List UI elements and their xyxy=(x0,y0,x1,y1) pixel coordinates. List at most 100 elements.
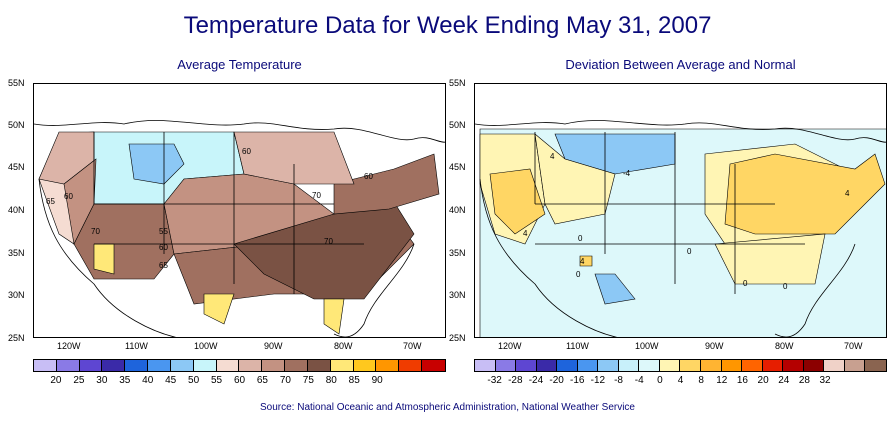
left-legend-tick: 70 xyxy=(279,375,291,386)
right-legend-swatch xyxy=(783,360,804,371)
region-florida-warm xyxy=(323,298,345,335)
contour-label: 0 xyxy=(783,282,788,291)
left-lon-label: 120W xyxy=(57,341,81,351)
left-lon-label: 110W xyxy=(125,341,148,351)
left-map-panel: 60 65 60 70 70 55 60 65 60 70 xyxy=(33,83,446,338)
left-legend-tick: 30 xyxy=(96,375,108,386)
right-legend-tick: 8 xyxy=(698,375,704,386)
left-legend-swatch xyxy=(307,360,331,371)
contour-label: 4 xyxy=(523,229,528,238)
left-legend-tick: 60 xyxy=(233,375,246,386)
right-legend-swatch xyxy=(721,360,743,371)
left-lat-label: 40N xyxy=(8,205,25,215)
left-lat-label: 55N xyxy=(8,78,25,88)
right-lat-label: 25N xyxy=(449,333,466,343)
right-lat-label: 35N xyxy=(449,248,466,258)
contour-label: 65 xyxy=(159,261,168,270)
coastline-path xyxy=(479,178,618,337)
border-path xyxy=(534,132,805,294)
contour-label: 4 xyxy=(550,152,555,161)
right-legend-swatch xyxy=(762,360,784,371)
left-legend-swatch xyxy=(399,360,423,371)
contour-label: 4 xyxy=(845,189,850,198)
coastline-path xyxy=(774,243,856,337)
right-lon-label: 100W xyxy=(635,341,659,351)
right-legend-tick: 20 xyxy=(757,375,769,386)
right-legend-tick: -8 xyxy=(614,375,623,386)
right-lon-label: 110W xyxy=(566,341,589,351)
left-legend-tick: 40 xyxy=(142,375,154,386)
right-legend-tick: -20 xyxy=(549,375,564,386)
left-lat-label: 45N xyxy=(8,162,25,172)
left-legend-swatch xyxy=(330,360,354,371)
right-legend-tick: 0 xyxy=(657,375,663,386)
right-legend-tick: -24 xyxy=(528,375,544,386)
left-legend-swatch xyxy=(170,360,194,371)
left-lon-label: 90W xyxy=(264,341,283,351)
right-lon-label: 80W xyxy=(775,341,794,351)
region-north-cool xyxy=(554,133,676,175)
left-color-legend xyxy=(33,359,446,372)
page-title: Temperature Data for Week Ending May 31,… xyxy=(183,12,712,39)
right-lat-label: 30N xyxy=(449,290,466,300)
left-legend-swatch xyxy=(353,360,377,371)
contour-label: 4 xyxy=(580,257,585,266)
contour-label: 0 xyxy=(743,279,748,288)
left-legend-swatch xyxy=(34,360,57,371)
right-legend-tick: 32 xyxy=(819,375,831,386)
right-lon-label: 70W xyxy=(844,341,863,351)
right-legend-swatch xyxy=(659,360,681,371)
right-legend-swatch xyxy=(577,360,599,371)
right-lat-label: 55N xyxy=(449,78,466,88)
region-arizona-warm xyxy=(93,243,115,275)
coastline-path xyxy=(38,178,177,337)
left-legend-tick: 25 xyxy=(73,375,85,386)
right-color-legend xyxy=(474,359,887,372)
left-legend-tick: 75 xyxy=(302,375,314,386)
right-legend-swatch xyxy=(803,360,825,371)
right-legend-swatch xyxy=(680,360,702,371)
right-legend-tick: 28 xyxy=(798,375,810,386)
left-legend-tick: 35 xyxy=(119,375,131,386)
region-hot-spot xyxy=(579,255,593,267)
right-legend-swatch xyxy=(495,360,517,371)
left-legend-swatch xyxy=(193,360,217,371)
left-lat-label: 25N xyxy=(8,333,25,343)
right-legend-swatch xyxy=(742,360,763,371)
source-credit: Source: National Oceanic and Atmospheric… xyxy=(259,402,635,413)
left-map-subtitle: Average Temperature xyxy=(177,57,302,72)
contour-label: 70 xyxy=(312,191,321,200)
left-legend-tick: 65 xyxy=(256,375,268,386)
right-legend-swatch xyxy=(824,360,845,371)
left-lon-label: 70W xyxy=(403,341,422,351)
left-legend-swatch xyxy=(216,360,240,371)
temperature-deviation-map: 4 -4 0 4 0 4 0 0 0 4 xyxy=(475,120,886,337)
region-southwest-cool xyxy=(594,273,636,305)
left-legend-tick: 20 xyxy=(50,375,62,386)
left-legend-swatch xyxy=(148,360,171,371)
left-legend-tick: 50 xyxy=(188,375,200,386)
right-legend-tick: -16 xyxy=(570,375,585,386)
right-lat-label: 45N xyxy=(449,162,466,172)
right-legend-tick: 12 xyxy=(716,375,728,386)
border-path xyxy=(93,132,364,294)
left-legend-tick: 90 xyxy=(371,375,383,386)
right-legend-swatch xyxy=(475,360,496,371)
right-legend-tick: 24 xyxy=(778,375,790,386)
contour-label: 60 xyxy=(242,147,251,156)
right-legend-swatch xyxy=(536,360,558,371)
left-legend-tick: 80 xyxy=(325,375,337,386)
right-legend-swatch xyxy=(618,360,640,371)
right-map-panel: 4 -4 0 4 0 4 0 0 0 4 xyxy=(474,83,887,338)
average-temperature-map: 60 65 60 70 70 55 60 65 60 70 xyxy=(34,120,445,337)
coastline-path xyxy=(475,120,886,143)
right-legend-swatch xyxy=(598,360,619,371)
contour-label: 55 xyxy=(159,227,168,236)
right-lon-label: 90W xyxy=(705,341,724,351)
right-legend-tick: -4 xyxy=(634,375,644,386)
right-legend-tick: -28 xyxy=(508,375,523,386)
right-legend-swatch xyxy=(701,360,722,371)
contour-label: 65 xyxy=(46,197,55,206)
region-southeast-mild xyxy=(714,233,826,285)
region-great-lakes xyxy=(233,131,355,185)
